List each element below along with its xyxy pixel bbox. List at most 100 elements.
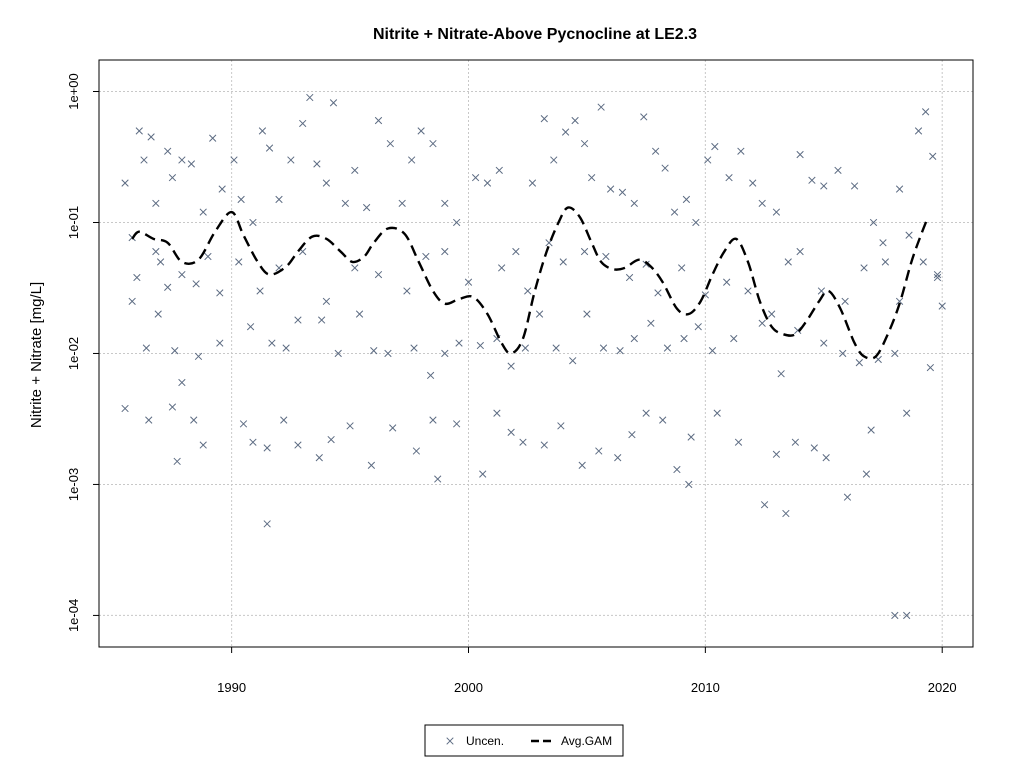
uncen-points [121, 93, 946, 620]
uncen-point [614, 454, 622, 462]
legend-uncen-marker [446, 737, 454, 745]
uncen-point [867, 426, 875, 434]
uncen-point [306, 93, 314, 102]
uncen-point [495, 166, 503, 175]
uncen-point [429, 416, 437, 424]
uncen-point [881, 258, 890, 266]
uncen-point [519, 438, 527, 446]
uncen-point [661, 164, 669, 172]
uncen-point [429, 139, 437, 148]
uncen-point [128, 297, 136, 305]
uncen-point [841, 297, 849, 305]
uncen-point [218, 185, 226, 193]
uncen-point [426, 371, 435, 380]
uncen-point [545, 239, 553, 247]
uncen-point [926, 363, 935, 372]
uncen-point [919, 258, 927, 266]
uncen-point [464, 278, 473, 286]
uncen-point [370, 347, 378, 355]
uncen-point [685, 480, 693, 489]
uncen-point [682, 195, 691, 204]
uncen-point [327, 435, 335, 444]
uncen-point [647, 319, 655, 327]
uncen-point [734, 438, 743, 446]
uncen-point [599, 344, 608, 352]
uncen-point [265, 144, 274, 152]
uncen-point [299, 119, 307, 128]
uncen-point [422, 252, 430, 261]
uncen-point [313, 160, 321, 168]
uncen-point [190, 416, 198, 424]
uncen-point [642, 260, 650, 268]
uncen-point [294, 316, 302, 324]
uncen-point [216, 289, 224, 297]
uncen-point [386, 139, 394, 148]
x-tick-label: 2000 [454, 680, 483, 695]
uncen-point [891, 611, 899, 620]
uncen-point [246, 323, 255, 331]
x-tick-label: 1990 [217, 680, 246, 695]
chart-title: Nitrite + Nitrate-Above Pycnocline at LE… [373, 26, 697, 43]
uncen-point [412, 447, 421, 455]
uncen-point [178, 378, 186, 387]
uncen-point [630, 334, 638, 343]
uncen-point [483, 179, 492, 187]
uncen-point [725, 173, 733, 182]
uncen-point [692, 218, 700, 227]
uncen-point [230, 156, 238, 164]
grid [99, 60, 973, 647]
y-tick-label: 1e-01 [66, 206, 81, 239]
uncen-point [384, 349, 392, 358]
uncen-point [791, 438, 800, 446]
uncen-point [199, 441, 207, 449]
uncen-point [249, 438, 257, 446]
uncen-point [704, 156, 712, 164]
uncen-point [929, 152, 937, 160]
uncen-point [758, 319, 766, 327]
uncen-point [282, 344, 290, 352]
uncen-point [822, 454, 830, 462]
uncen-point [535, 310, 544, 318]
uncen-point [367, 461, 376, 469]
y-axis-label: Nitrite + Nitrate [mg/L] [28, 282, 45, 428]
uncen-point [237, 195, 245, 204]
uncen-point [578, 461, 586, 469]
uncen-point [121, 404, 129, 413]
uncen-point [187, 160, 196, 168]
uncen-point [834, 166, 842, 175]
uncen-point [711, 142, 719, 151]
legend-box [424, 724, 624, 757]
uncen-point [329, 99, 338, 107]
uncen-point [561, 128, 570, 136]
uncen-point [434, 475, 442, 483]
y-tick-label: 1e-03 [66, 468, 81, 501]
uncen-point [737, 147, 745, 155]
uncen-point [507, 362, 515, 370]
uncen-point [933, 273, 942, 282]
uncen-point [782, 509, 790, 518]
uncen-point [275, 195, 283, 204]
uncen-point [820, 339, 828, 347]
uncen-point [209, 134, 217, 142]
uncen-point [595, 447, 603, 455]
uncen-point [895, 185, 904, 193]
uncen-point [905, 231, 913, 239]
uncen-point [256, 287, 264, 295]
uncen-point [121, 179, 129, 187]
uncen-point [334, 349, 342, 358]
uncen-point [659, 416, 667, 424]
uncen-point [398, 199, 406, 207]
uncen-point [280, 416, 288, 424]
uncen-point [479, 470, 487, 478]
uncen-point [403, 287, 411, 295]
uncen-point [263, 520, 271, 528]
uncen-point [140, 156, 148, 164]
uncen-point [152, 247, 160, 256]
legend-x-marker [446, 737, 454, 745]
uncen-point [640, 113, 648, 121]
uncen-point [164, 147, 172, 155]
uncen-point [903, 611, 911, 620]
uncen-point [216, 339, 224, 347]
uncen-point [571, 116, 579, 125]
uncen-point [749, 179, 757, 187]
